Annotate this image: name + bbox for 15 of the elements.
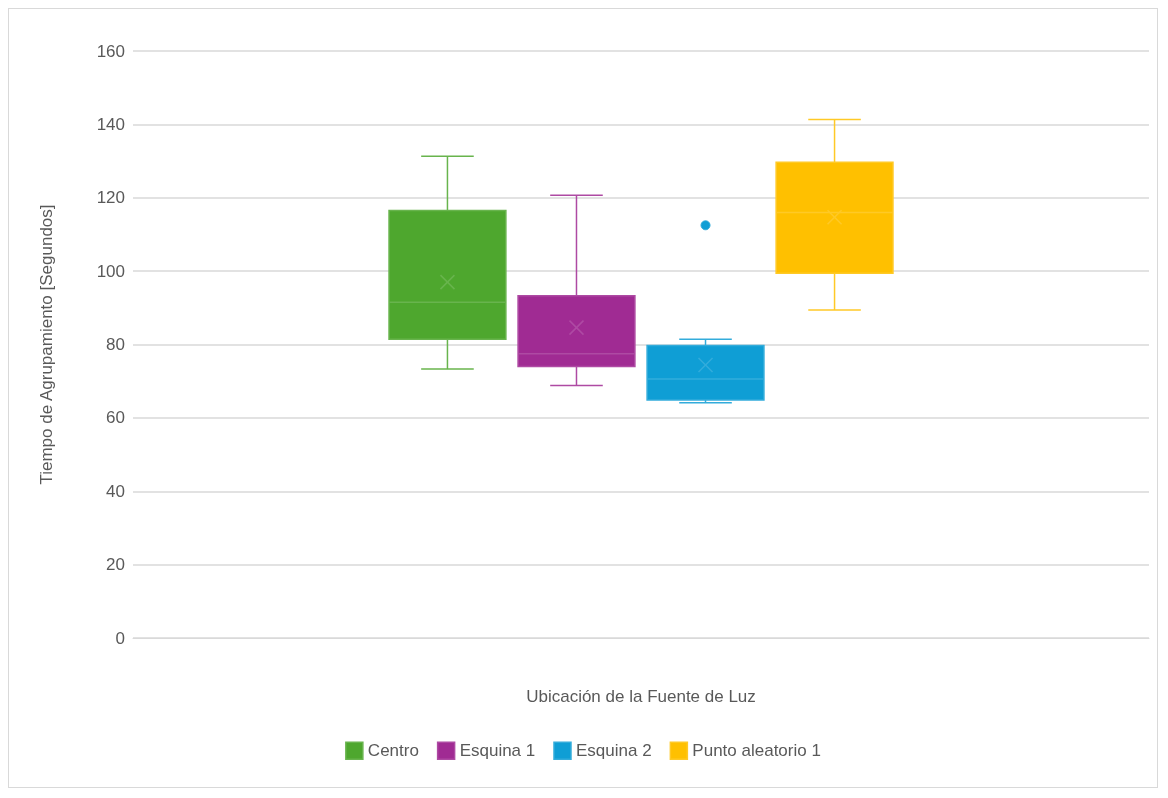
y-tick-label: 0 [115,628,125,648]
legend-label: Esquina 2 [575,741,652,761]
y-tick-label: 40 [106,481,125,501]
legend-label: Punto aleatorio 1 [692,741,821,761]
y-axis-title: Tiempo de Agrupamiento [Segundos] [37,204,56,485]
y-tick-label: 80 [106,335,125,354]
legend-label: Esquina 1 [459,741,536,761]
y-tick-label: 100 [96,261,125,281]
x-axis-title: Ubicación de la Fuente de Luz [526,687,756,706]
legend-label: Centro [367,741,419,761]
y-tick-label: 140 [96,114,125,134]
y-tick-label: 60 [106,408,125,428]
y-tick-label: 160 [96,41,125,61]
y-tick-label: 20 [106,555,125,575]
y-tick-label: 120 [96,188,125,208]
